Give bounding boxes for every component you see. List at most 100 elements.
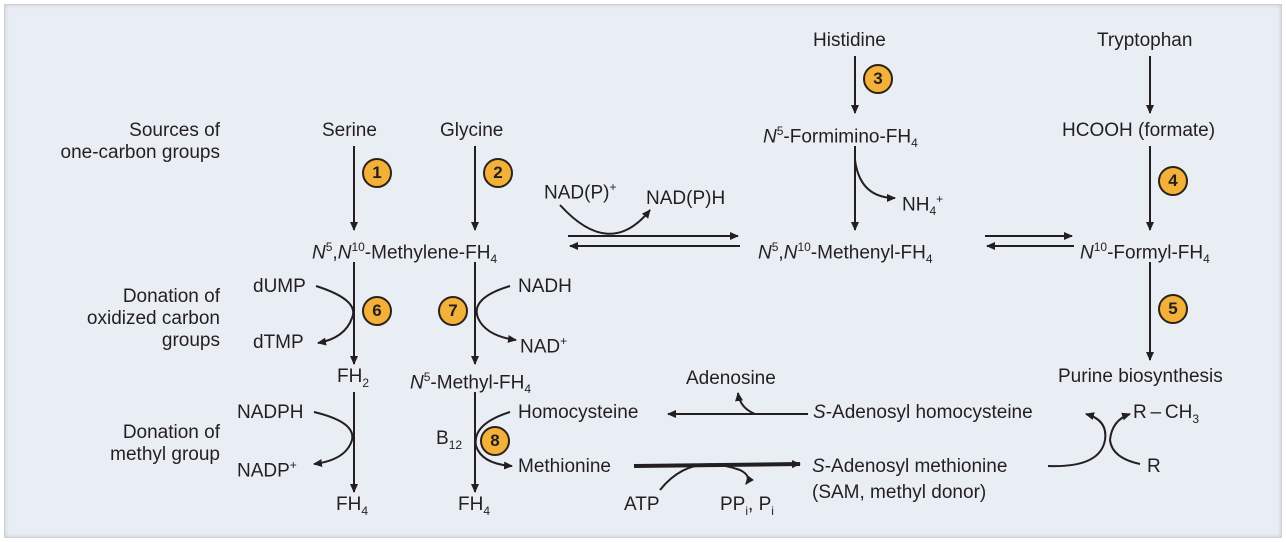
sah-rest: -Adenosyl homocysteine — [825, 402, 1033, 423]
diagram-panel — [4, 4, 1282, 538]
tryptophan-label: Tryptophan — [1097, 30, 1193, 51]
b12-text: B — [436, 428, 449, 449]
nadp-plus-sup: + — [609, 180, 617, 194]
methyl-sup: 5 — [423, 370, 431, 384]
nadp-text: NADP — [237, 460, 290, 482]
curve-nadp — [559, 204, 651, 235]
sam-rest: -Adenosyl methionine — [824, 456, 1008, 477]
ppi-sub: i — [745, 503, 749, 518]
nh4-label: NH4+ — [902, 188, 943, 222]
methylene-n2: N — [337, 242, 352, 264]
methylene-sub: 4 — [490, 252, 498, 267]
curve-sam-sah — [1047, 412, 1107, 468]
step-badge-7: 7 — [438, 296, 468, 326]
nadp-sup: + — [289, 458, 297, 472]
formimino-label: N5-Formimino-FH4 — [763, 120, 918, 154]
fh4-mid-sub: 4 — [483, 503, 491, 518]
methylene-fh4-label: N5,N10-Methylene-FH4 — [312, 236, 497, 270]
methyl-rest: -Methyl-FH — [430, 372, 525, 394]
sam-note-label: (SAM, methyl donor) — [812, 482, 987, 503]
methylene-n1: N — [312, 242, 326, 264]
ppi-sep: , P — [748, 494, 772, 515]
serine-label: Serine — [322, 120, 377, 141]
sah-s: S — [813, 402, 826, 423]
formimino-sub: 4 — [911, 136, 918, 151]
fh2-text: FH — [337, 366, 363, 387]
nadp-label: NADP+ — [237, 454, 297, 482]
dump-label: dUMP — [253, 276, 306, 297]
nh4-sub: 4 — [929, 204, 937, 219]
methenyl-fh4-label: N5,N10-Methenyl-FH4 — [758, 236, 933, 270]
glycine-label: Glycine — [440, 120, 504, 141]
sam-s: S — [812, 456, 825, 477]
fh2-label: FH2 — [337, 366, 369, 394]
row-label-sources-line2: one-carbon groups — [60, 142, 221, 163]
curve-nadph-nadp — [313, 411, 354, 467]
formate-label: HCOOH (formate) — [1062, 120, 1216, 141]
step-badge-3: 3 — [863, 64, 893, 94]
nadp-plus-text: NAD(P) — [544, 182, 610, 204]
b12-label: B12 — [436, 428, 462, 456]
ppi-text: PP — [720, 494, 746, 515]
methenyl-n1: N — [758, 242, 772, 264]
row-label-methyl: Donation of methyl group — [60, 422, 220, 466]
row-label-oxidized-line3: groups — [161, 330, 220, 351]
formyl-rest: -Formyl-FH — [1107, 242, 1204, 264]
fh4-left-text: FH — [336, 494, 362, 515]
formyl-sup: 10 — [1093, 240, 1108, 254]
curve-nadh-nad — [475, 285, 517, 343]
step-badge-2: 2 — [483, 158, 513, 188]
formimino-n: N — [763, 126, 777, 148]
step-badge-4: 4 — [1158, 166, 1188, 196]
purine-label: Purine biosynthesis — [1058, 366, 1223, 387]
formyl-n: N — [1080, 242, 1094, 264]
methylene-rest: -Methylene-FH — [364, 242, 491, 264]
ppi-label: PPi, Pi — [720, 494, 774, 522]
curve-r-rch3 — [1108, 412, 1141, 465]
methylene-sup2: 10 — [351, 240, 365, 254]
nadh-label: NADH — [518, 276, 572, 297]
methenyl-sub: 4 — [925, 252, 933, 267]
fh4-mid-text: FH — [458, 494, 484, 515]
adenosine-label: Adenosine — [686, 368, 776, 389]
nadph-label: NADPH — [237, 402, 304, 423]
homocysteine-label: Homocysteine — [518, 402, 639, 423]
fh4-left-label: FH4 — [336, 494, 368, 522]
nad-plus-label: NAD+ — [520, 330, 567, 358]
methylene-sep: , — [332, 242, 338, 264]
row-label-sources: Sources of one-carbon groups — [60, 120, 221, 164]
fh2-sub: 2 — [362, 375, 370, 390]
rch3-text: R – CH — [1133, 402, 1193, 423]
row-label-oxidized: Donation of oxidized carbon groups — [60, 286, 220, 352]
step-badge-1: 1 — [362, 158, 392, 188]
methenyl-sup2: 10 — [797, 240, 811, 254]
histidine-label: Histidine — [813, 30, 886, 51]
pi-sub: i — [771, 503, 774, 518]
methenyl-sup1: 5 — [771, 240, 779, 254]
formyl-fh4-label: N10-Formyl-FH4 — [1080, 236, 1210, 270]
nh4-text: NH — [902, 194, 930, 216]
nadp-plus-label: NAD(P)+ — [544, 176, 616, 204]
fh4-mid-label: FH4 — [458, 494, 490, 522]
nad-plus-sup: + — [560, 334, 568, 348]
atp-label: ATP — [624, 494, 660, 515]
curve-adenosine — [735, 392, 756, 415]
curve-nh4 — [854, 159, 896, 202]
methenyl-sep: , — [778, 242, 784, 264]
methyl-fh4-label: N5-Methyl-FH4 — [410, 366, 531, 400]
methyl-n: N — [410, 372, 424, 394]
row-label-methyl-line1: Donation of — [122, 422, 220, 443]
formimino-sup: 5 — [776, 124, 784, 138]
methyl-sub: 4 — [524, 382, 532, 397]
methionine-label: Methionine — [518, 456, 611, 477]
methenyl-n2: N — [783, 242, 798, 264]
methylene-sup1: 5 — [325, 240, 333, 254]
step-badge-6: 6 — [362, 296, 392, 326]
curve-atp-ppi — [659, 463, 754, 491]
nh4-sup: + — [936, 192, 944, 206]
r-label: R — [1147, 456, 1161, 477]
rch3-sub: 3 — [1192, 411, 1200, 426]
nad-plus-text: NAD — [520, 336, 561, 358]
